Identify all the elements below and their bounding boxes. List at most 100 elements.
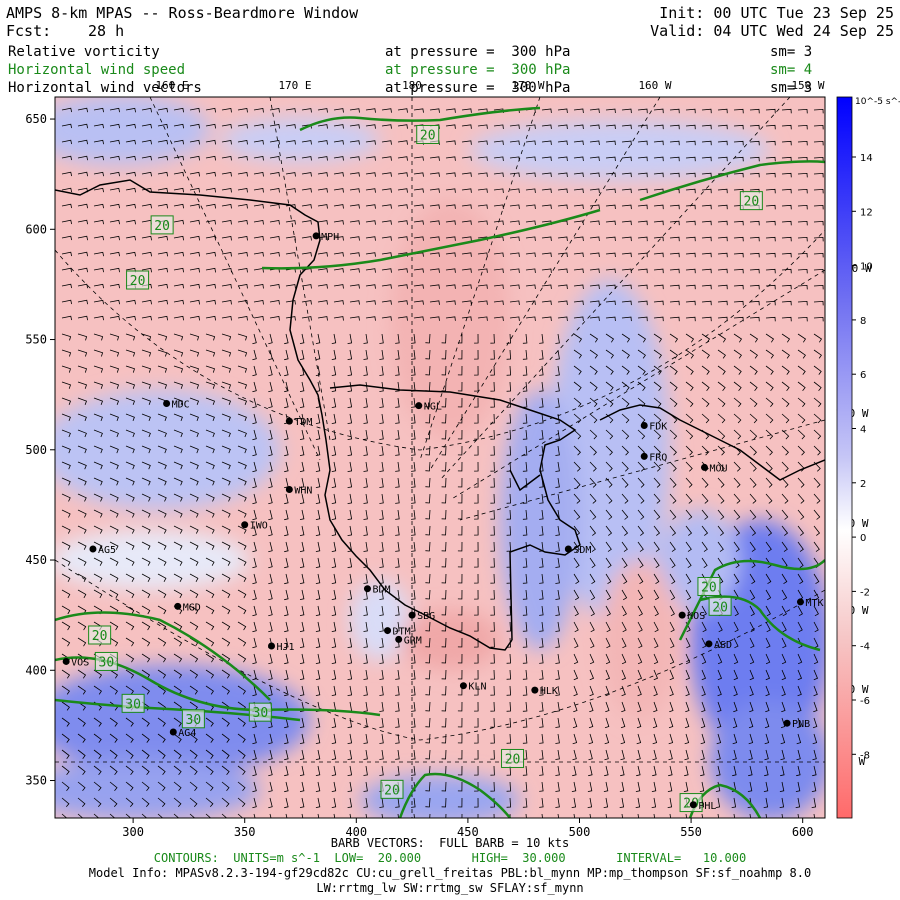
wind-barb [813, 477, 821, 488]
wind-barb [732, 765, 737, 777]
wind-barb [795, 781, 801, 792]
wind-barb [205, 139, 216, 145]
wind-barb [813, 268, 824, 274]
station-marker: IWO [241, 521, 268, 532]
wind-barb [653, 252, 664, 258]
wind-barb [506, 605, 512, 616]
station-label: SBG [417, 611, 435, 622]
wind-barb [509, 300, 520, 305]
wind-barb [717, 252, 728, 258]
wind-barb [299, 525, 305, 536]
wind-barb [555, 349, 560, 360]
wind-barb [379, 797, 384, 808]
wind-barb [525, 284, 536, 289]
wind-barb [379, 461, 384, 472]
wind-barb [796, 765, 801, 777]
wind-barb [429, 316, 440, 321]
wind-barb [395, 685, 400, 696]
wind-barb [237, 589, 247, 599]
wind-barb [781, 445, 789, 456]
wind-barb [125, 749, 134, 759]
station-marker: KLN [459, 682, 486, 693]
station-marker: FDK [640, 422, 667, 433]
wind-barb [93, 669, 103, 679]
wind-barb [539, 557, 544, 568]
wind-barb [765, 429, 774, 440]
wind-barb [429, 172, 440, 177]
wind-barb [733, 557, 740, 569]
wind-barb [619, 797, 625, 808]
wind-barb [653, 204, 664, 210]
wind-barb [797, 268, 808, 274]
wind-barb [109, 797, 118, 808]
wind-barb [331, 749, 337, 760]
wind-barb [125, 107, 136, 113]
wind-barb [717, 204, 728, 210]
wind-barb [237, 605, 247, 615]
wind-barb [749, 220, 760, 226]
coastline-inlet [509, 469, 541, 492]
wind-barb [331, 685, 337, 696]
wind-barb [797, 429, 806, 440]
wind-barb [299, 477, 305, 488]
x-tick-label: 400 [345, 825, 367, 839]
wind-barb [425, 429, 431, 440]
colorbar [836, 96, 853, 819]
wind-barb [315, 637, 321, 648]
wind-barb [509, 172, 520, 177]
wind-barb [347, 733, 353, 744]
wind-barb [490, 541, 495, 552]
wind-barb [653, 268, 664, 274]
forecast-label: Fcst: [6, 22, 52, 40]
wind-barb [363, 589, 368, 600]
wind-barb [701, 124, 712, 130]
wind-barb [93, 557, 103, 566]
station-dot [640, 422, 648, 430]
wind-barb [653, 124, 664, 130]
wind-barb [61, 283, 72, 289]
wind-barb [315, 477, 321, 488]
wind-barb [315, 573, 321, 584]
wind-barb [541, 124, 552, 129]
wind-barb [589, 284, 600, 290]
wind-barb [173, 509, 183, 518]
wind-barb [573, 541, 580, 552]
wind-barb [141, 669, 151, 679]
wind-barb [669, 300, 680, 306]
wind-barb [506, 333, 512, 344]
wind-barb [493, 188, 504, 193]
wind-barb [604, 733, 610, 745]
wind-barb [77, 429, 87, 438]
wind-barb [522, 413, 528, 424]
wind-barb [461, 236, 472, 241]
wind-barb [77, 669, 87, 679]
y-tick-label: 400 [25, 663, 47, 677]
wind-barb [411, 541, 416, 552]
wind-barb [268, 477, 273, 489]
wind-barb [299, 685, 305, 696]
wind-barb [109, 589, 119, 599]
wind-barb [93, 445, 103, 454]
wind-barb [333, 252, 344, 257]
wind-barb [555, 733, 560, 744]
station-marker: MPH [312, 232, 339, 243]
wind-barb [539, 413, 544, 424]
wind-barb [252, 797, 257, 809]
wind-barb [637, 605, 643, 617]
wind-barb [141, 637, 151, 647]
wind-barb [445, 316, 456, 321]
wind-barb [205, 653, 215, 663]
wind-barb [605, 461, 613, 472]
wind-barb [525, 204, 536, 209]
wind-barb [748, 749, 753, 761]
wind-barb [797, 124, 808, 130]
wind-barb [299, 637, 305, 648]
wind-barb [621, 156, 632, 162]
wind-barb [77, 107, 88, 113]
wind-barb [331, 461, 337, 472]
wind-barb [717, 509, 725, 520]
wind-barb [284, 349, 289, 361]
wind-barb [685, 365, 694, 375]
wind-barb [797, 284, 808, 290]
wind-barb [555, 397, 560, 408]
